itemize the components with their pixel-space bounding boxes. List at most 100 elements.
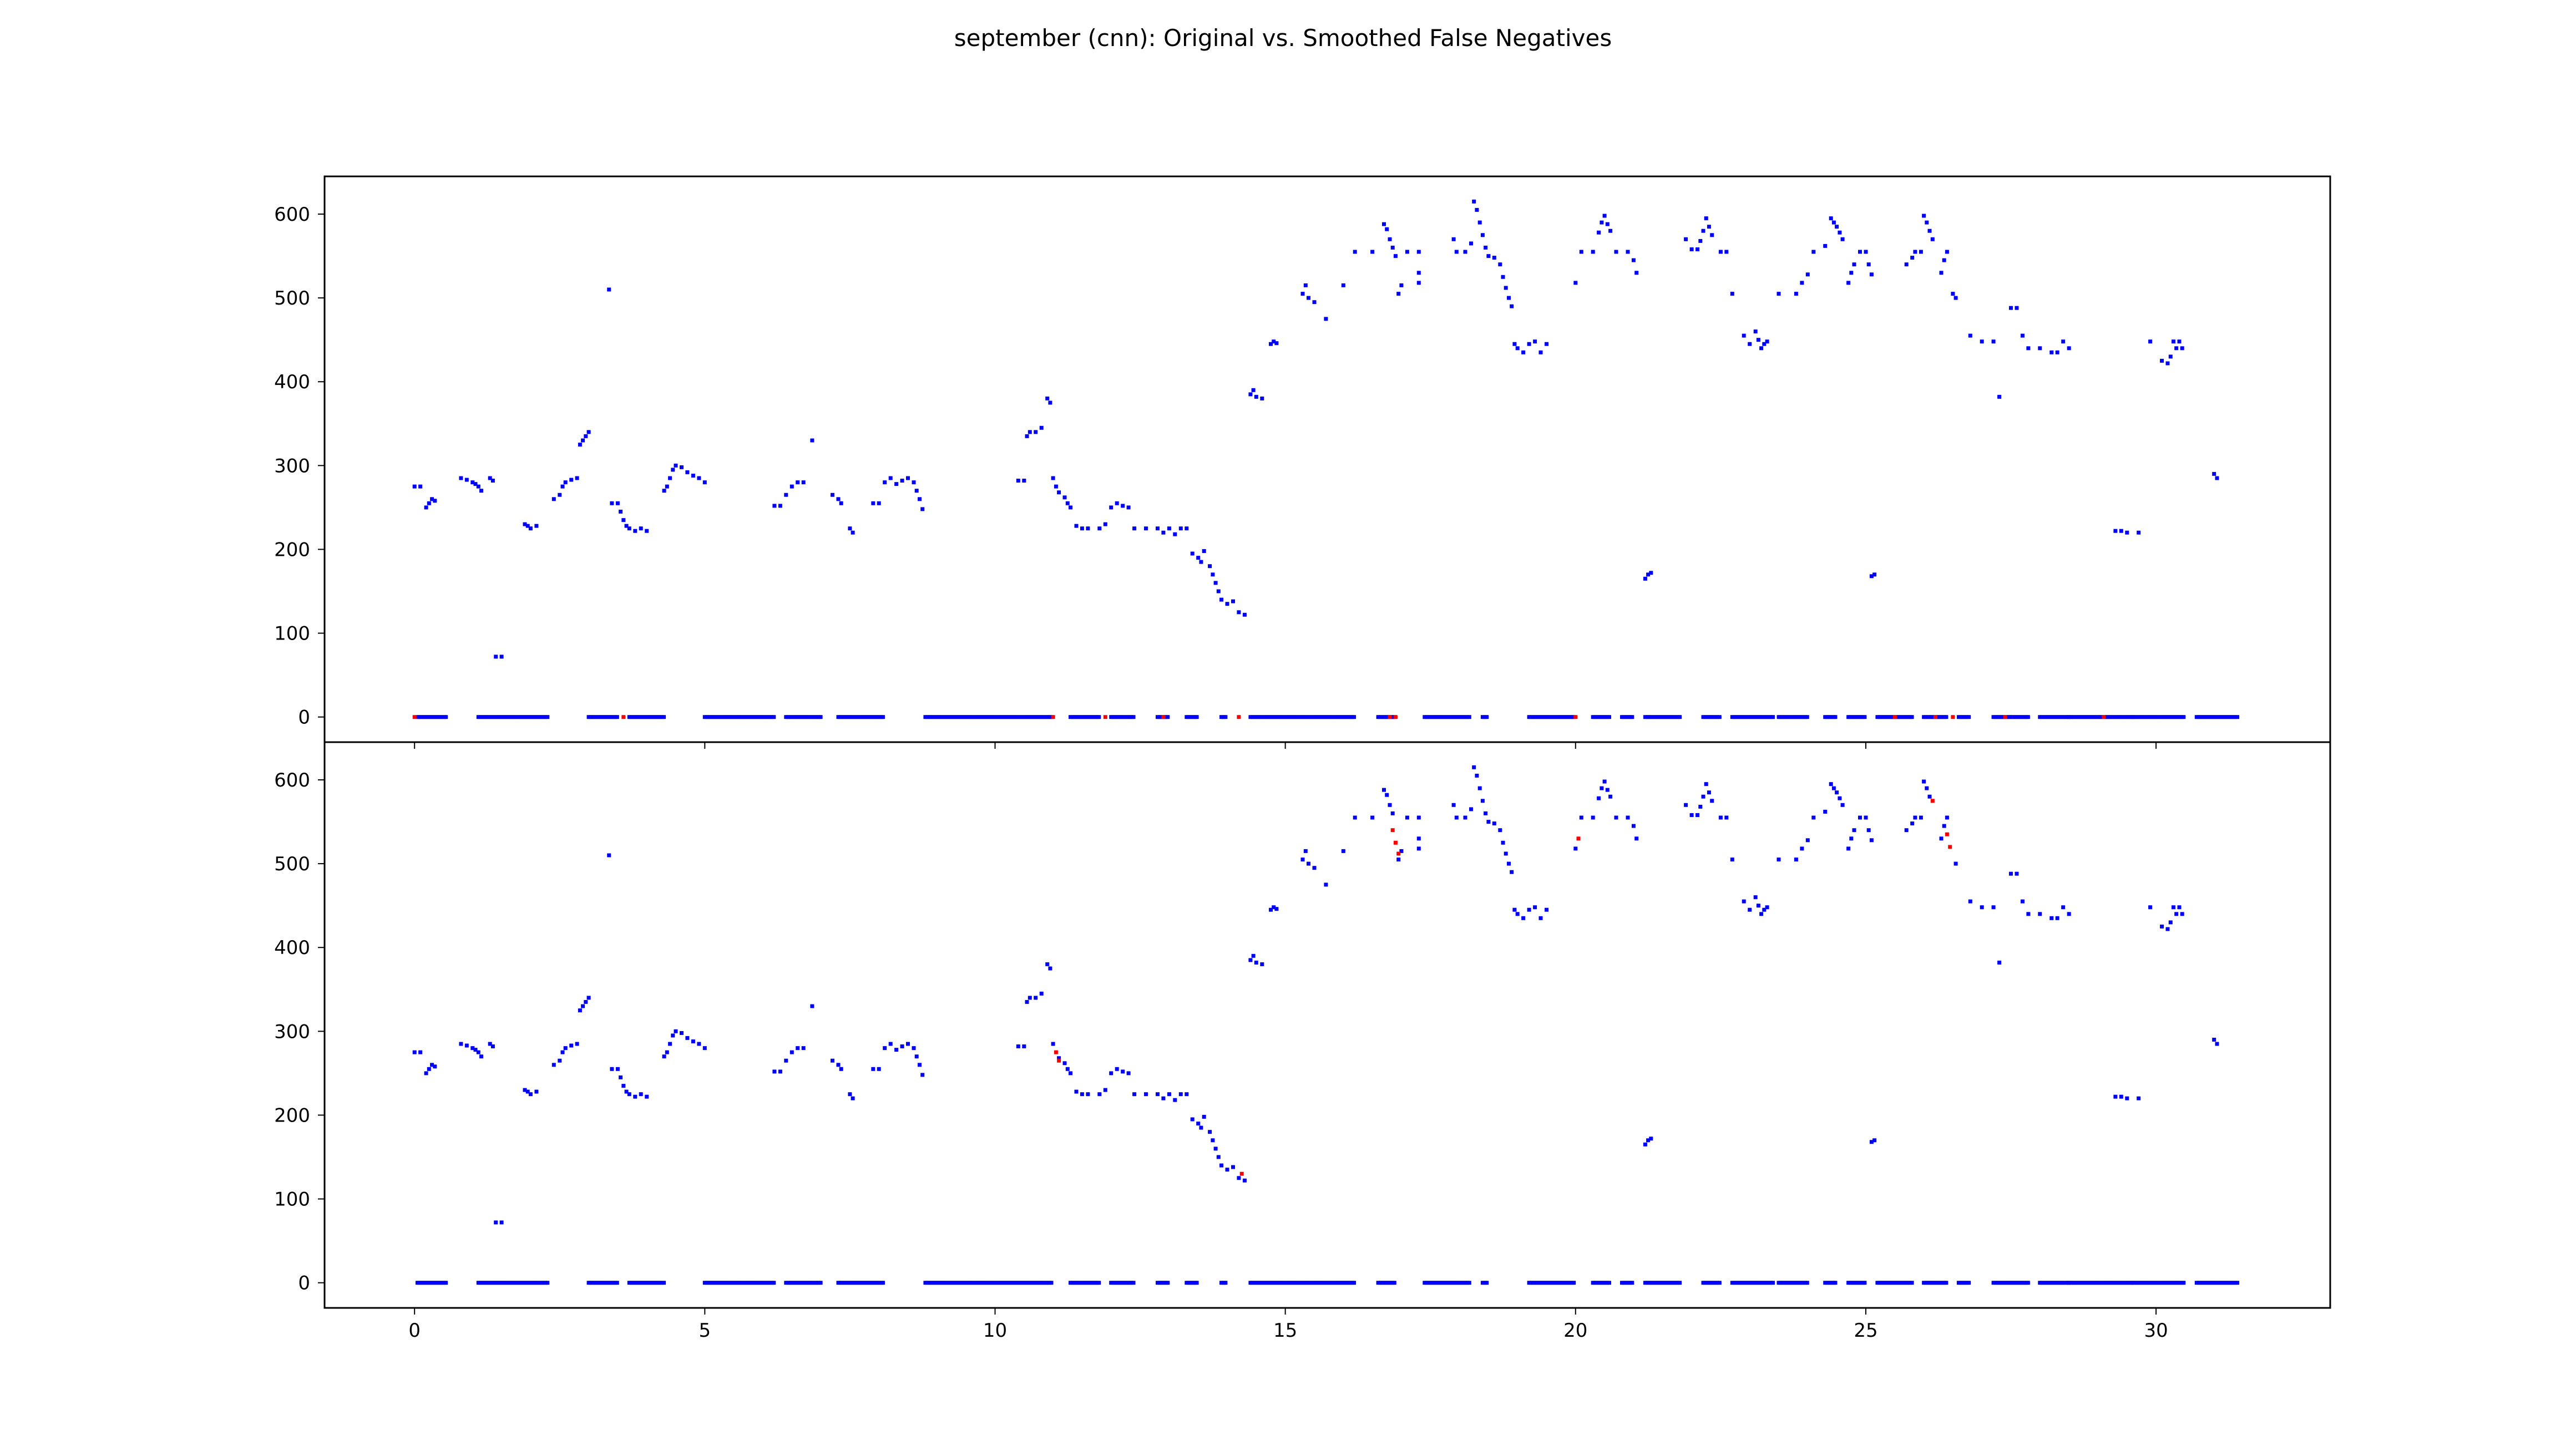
data-point bbox=[713, 1281, 717, 1285]
data-point bbox=[1913, 250, 1917, 254]
data-point bbox=[1689, 813, 1694, 817]
data-point bbox=[2177, 905, 2182, 910]
data-point bbox=[1459, 715, 1464, 719]
data-point bbox=[1715, 1281, 1720, 1285]
data-point bbox=[2056, 715, 2061, 719]
data-point bbox=[1529, 1281, 1533, 1285]
data-point bbox=[1553, 715, 1558, 719]
data-point bbox=[790, 1281, 794, 1285]
data-point bbox=[1786, 1281, 1791, 1285]
data-point bbox=[627, 715, 631, 719]
data-point bbox=[2173, 715, 2178, 719]
data-point bbox=[1786, 715, 1791, 719]
data-point bbox=[1335, 715, 1340, 719]
data-point bbox=[1439, 715, 1443, 719]
data-point bbox=[1202, 1115, 1206, 1119]
data-point bbox=[1021, 1281, 1025, 1285]
data-point bbox=[1178, 1092, 1183, 1097]
data-point bbox=[1603, 715, 1607, 719]
data-point bbox=[1127, 1281, 1132, 1285]
data-point bbox=[705, 715, 709, 719]
data-point bbox=[778, 1069, 782, 1074]
data-point bbox=[1940, 1281, 1944, 1285]
data-point bbox=[1835, 225, 1839, 229]
data-point bbox=[988, 1281, 993, 1285]
data-point bbox=[1003, 1281, 1007, 1285]
data-point bbox=[1353, 250, 1357, 254]
data-point bbox=[756, 1281, 760, 1285]
data-point bbox=[806, 715, 811, 719]
data-point bbox=[1188, 715, 1193, 719]
data-point bbox=[1767, 1281, 1771, 1285]
data-point bbox=[1416, 846, 1421, 851]
data-point bbox=[968, 1281, 972, 1285]
data-point bbox=[1074, 524, 1079, 528]
data-point bbox=[1065, 1067, 1070, 1071]
data-point bbox=[2073, 1281, 2077, 1285]
data-point bbox=[2128, 715, 2132, 719]
data-point bbox=[1698, 239, 1703, 243]
data-point bbox=[581, 438, 585, 443]
data-point bbox=[1261, 1281, 1265, 1285]
data-point bbox=[2040, 1281, 2044, 1285]
data-point bbox=[505, 1281, 509, 1285]
data-point bbox=[2203, 715, 2207, 719]
data-point bbox=[1237, 1176, 1241, 1180]
data-point bbox=[1958, 715, 1963, 719]
data-point bbox=[2021, 899, 2025, 904]
data-point bbox=[1732, 715, 1737, 719]
data-point bbox=[2069, 715, 2073, 719]
data-point bbox=[772, 1281, 776, 1285]
data-point bbox=[784, 493, 788, 497]
data-point bbox=[1202, 549, 1206, 553]
data-point bbox=[1248, 1281, 1253, 1285]
data-point bbox=[1328, 715, 1332, 719]
data-point bbox=[2081, 715, 2086, 719]
data-point bbox=[2161, 1281, 2165, 1285]
data-point bbox=[725, 715, 730, 719]
data-point bbox=[1800, 846, 1804, 851]
data-point bbox=[1846, 1281, 1851, 1285]
data-point bbox=[1643, 1142, 1647, 1146]
data-point bbox=[499, 715, 503, 719]
data-point bbox=[836, 1063, 841, 1067]
data-point bbox=[1711, 715, 1715, 719]
data-point bbox=[2067, 912, 2071, 916]
data-point bbox=[2055, 916, 2059, 920]
data-point bbox=[2155, 715, 2159, 719]
data-point bbox=[423, 715, 428, 719]
data-point bbox=[741, 1281, 746, 1285]
data-point bbox=[1924, 1281, 1928, 1285]
data-point bbox=[1029, 715, 1033, 719]
data-point bbox=[796, 715, 801, 719]
data-point bbox=[925, 1281, 930, 1285]
data-point bbox=[1388, 1281, 1393, 1285]
data-point bbox=[1161, 715, 1166, 719]
data-point bbox=[523, 522, 527, 526]
data-point bbox=[1453, 1281, 1457, 1285]
data-point bbox=[417, 1281, 422, 1285]
data-point bbox=[1191, 715, 1195, 719]
data-point bbox=[627, 526, 631, 531]
data-point bbox=[1566, 715, 1570, 719]
data-point bbox=[1121, 504, 1125, 508]
data-point bbox=[599, 715, 603, 719]
data-point bbox=[1433, 1281, 1437, 1285]
data-point bbox=[1034, 996, 1038, 1000]
data-point bbox=[831, 493, 834, 497]
data-point bbox=[1922, 214, 1926, 218]
data-point bbox=[1277, 715, 1281, 719]
data-point bbox=[812, 715, 817, 719]
data-point bbox=[998, 715, 1003, 719]
data-point bbox=[1593, 715, 1597, 719]
data-point bbox=[2163, 1281, 2168, 1285]
data-point bbox=[954, 715, 958, 719]
data-point bbox=[1303, 1281, 1308, 1285]
data-point bbox=[584, 1000, 588, 1004]
data-point bbox=[1765, 715, 1769, 719]
data-point bbox=[1072, 715, 1077, 719]
data-point bbox=[1121, 1281, 1126, 1285]
data-point bbox=[707, 1281, 711, 1285]
data-point bbox=[1271, 1281, 1275, 1285]
data-point bbox=[1303, 283, 1308, 287]
